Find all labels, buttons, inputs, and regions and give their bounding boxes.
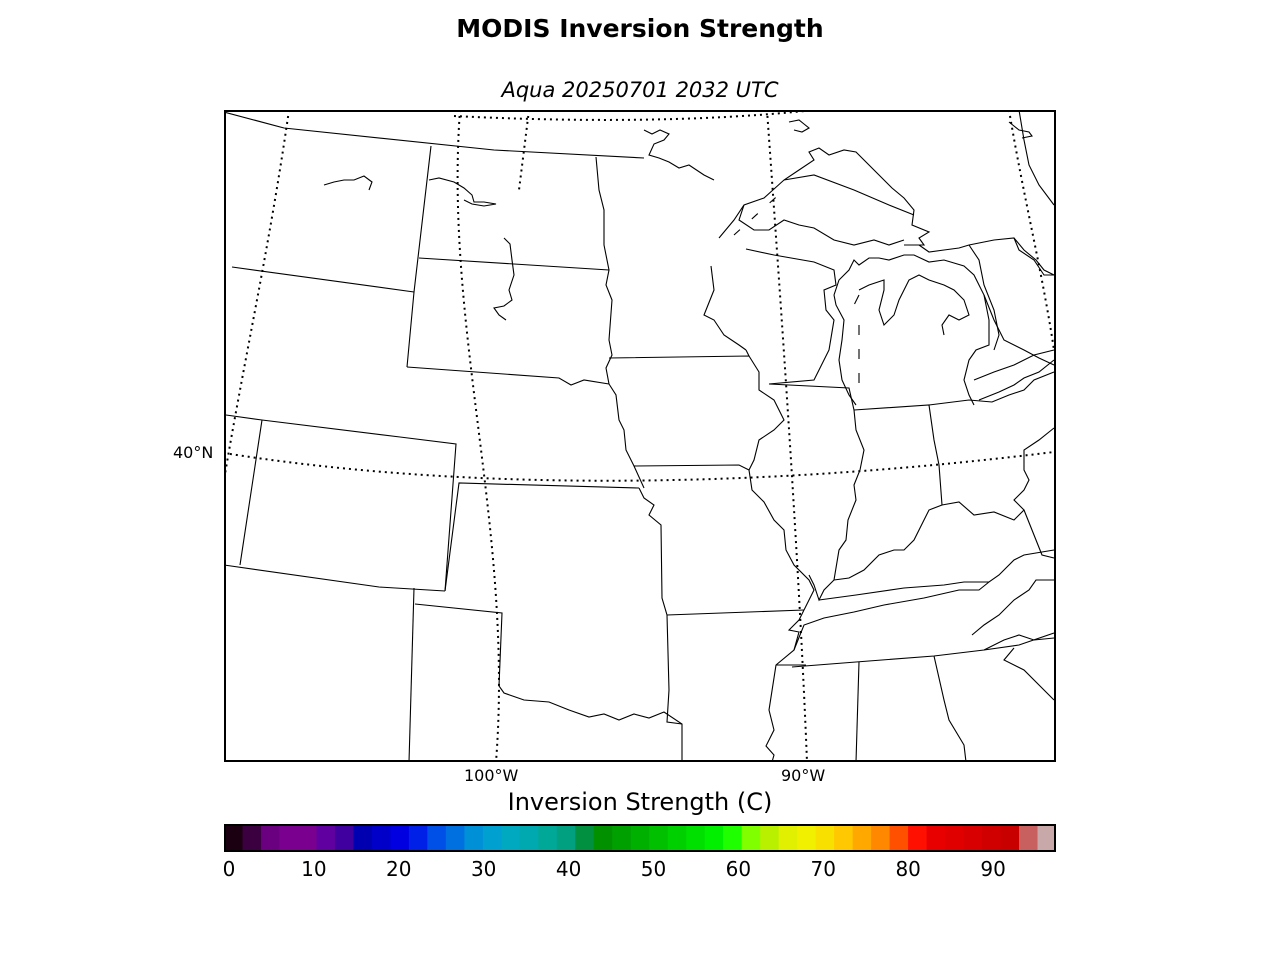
map-frame — [224, 110, 1056, 762]
colorbar-tick-label: 30 — [470, 857, 497, 881]
colorbar-swatch — [945, 824, 965, 852]
colorbar-swatch — [316, 824, 336, 852]
colorbar-swatch — [612, 824, 632, 852]
colorbar-swatch — [371, 824, 391, 852]
colorbar-swatch — [815, 824, 835, 852]
colorbar-frame — [224, 824, 1056, 852]
colorbar-tick-label: 80 — [895, 857, 921, 881]
colorbar-swatch — [519, 824, 539, 852]
colorbar-label: Inversion Strength (C) — [507, 788, 773, 816]
colorbar-swatch — [778, 824, 798, 852]
colorbar-swatch — [575, 824, 595, 852]
colorbar-swatch — [224, 824, 243, 852]
colorbar-swatch — [649, 824, 669, 852]
map-panel — [224, 110, 1056, 762]
colorbar-swatch — [741, 824, 761, 852]
lat-label-40n: 40°N — [173, 443, 214, 462]
colorbar-swatch — [1037, 824, 1056, 852]
colorbar-swatches — [224, 824, 1056, 852]
colorbar-swatch — [834, 824, 854, 852]
lon-label-100w: 100°W — [464, 766, 519, 785]
colorbar-swatch — [538, 824, 558, 852]
colorbar-swatch — [279, 824, 299, 852]
colorbar-swatch — [630, 824, 650, 852]
colorbar-swatch — [260, 824, 280, 852]
colorbar-swatch — [926, 824, 946, 852]
colorbar-swatch — [667, 824, 687, 852]
colorbar-swatch — [353, 824, 373, 852]
colorbar-tick-label: 10 — [301, 857, 327, 881]
colorbar-tick-label: 70 — [810, 857, 836, 881]
colorbar-swatch — [464, 824, 484, 852]
colorbar-swatch — [982, 824, 1002, 852]
lon-label-90w: 90°W — [781, 766, 826, 785]
colorbar-swatch — [334, 824, 354, 852]
colorbar-swatch — [427, 824, 447, 852]
colorbar-swatch — [390, 824, 410, 852]
meridian-90w — [766, 110, 808, 762]
colorbar-swatch — [501, 824, 521, 852]
colorbar-tick-label: 60 — [725, 857, 752, 881]
colorbar-swatch — [686, 824, 706, 852]
colorbar — [224, 824, 1056, 852]
state-boundaries — [224, 110, 1055, 762]
colorbar-tick-label: 0 — [222, 857, 236, 881]
colorbar-swatch — [1000, 824, 1020, 852]
colorbar-swatch — [871, 824, 891, 852]
map-title: MODIS Inversion Strength — [456, 14, 824, 43]
colorbar-swatch — [445, 824, 465, 852]
colorbar-swatch — [704, 824, 724, 852]
parallel-40n — [224, 451, 1055, 482]
colorbar-swatch — [593, 824, 613, 852]
colorbar-swatch — [297, 824, 317, 852]
graticule — [224, 110, 1055, 762]
colorbar-tick-label: 20 — [386, 857, 412, 881]
colorbar-swatch — [797, 824, 817, 852]
colorbar-swatch — [760, 824, 780, 852]
colorbar-swatch — [889, 824, 909, 852]
colorbar-swatch — [908, 824, 928, 852]
colorbar-swatch — [852, 824, 872, 852]
colorbar-tick-label: 40 — [555, 857, 582, 881]
colorbar-tick-label: 50 — [640, 857, 667, 881]
map-subtitle: Aqua 20250701 2032 UTC — [501, 78, 779, 102]
colorbar-swatch — [1019, 824, 1039, 852]
colorbar-swatch — [242, 824, 262, 852]
colorbar-swatch — [408, 824, 428, 852]
colorbar-swatch — [556, 824, 576, 852]
colorbar-swatch — [482, 824, 502, 852]
colorbar-tick-label: 90 — [980, 857, 1006, 881]
colorbar-swatch — [723, 824, 743, 852]
colorbar-swatch — [963, 824, 983, 852]
